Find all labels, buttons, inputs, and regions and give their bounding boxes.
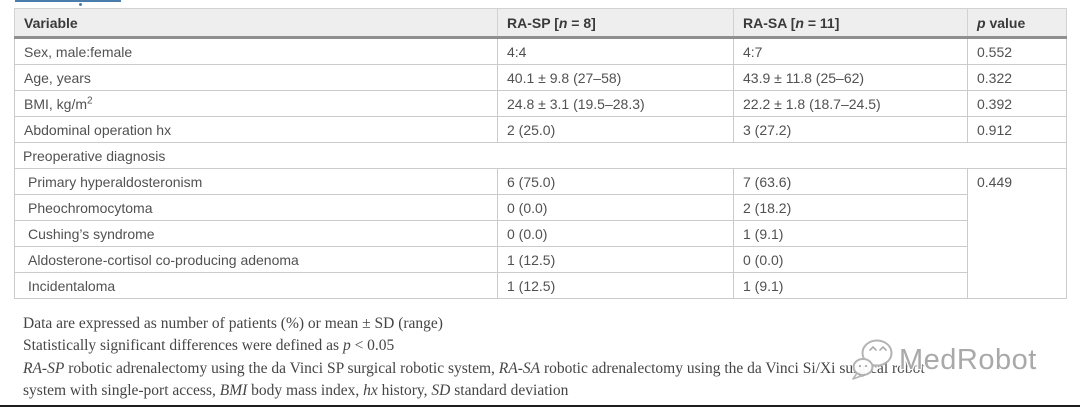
table-row: Aldosterone-cortisol co-producing adenom… — [14, 246, 1067, 273]
table-row: Incidentaloma 1 (12.5) 1 (9.1) — [14, 272, 1067, 299]
table-cell: 4:7 — [733, 37, 968, 65]
wechat-icon — [852, 339, 893, 380]
table-cell: 24.8 ± 3.1 (19.5–28.3) — [497, 90, 734, 117]
footnotes: Data are expressed as number of patients… — [23, 313, 1073, 402]
characteristics-table-wrap: Variable RA-SP [n = 8] RA-SA [n = 11] p val… — [14, 8, 1067, 299]
truncated-link[interactable] — [15, 0, 121, 2]
table-row: Pheochromocytoma 0 (0.0) 2 (18.2) — [14, 194, 1067, 221]
footnote-line: Statistically significant differences we… — [23, 337, 395, 355]
column-header: Variable — [14, 8, 498, 39]
table-cell: 43.9 ± 11.8 (25–62) — [733, 64, 968, 91]
footnote-line: Data are expressed as number of patients… — [23, 315, 443, 332]
table-cell: 1 (12.5) — [497, 272, 734, 299]
table-cell: 0.912 — [967, 116, 1067, 143]
table-row: BMI, kg/m2 24.8 ± 3.1 (19.5–28.3) 22.2 ± 1… — [14, 90, 1067, 117]
table-row: Cushing’s syndrome 0 (0.0) 1 (9.1) — [14, 220, 1067, 247]
table-row: Age, years 40.1 ± 9.8 (27–58) 43.9 ± 11.8 … — [14, 64, 1067, 91]
watermark-label: MedRobot — [899, 343, 1037, 376]
table-cell: 40.1 ± 9.8 (27–58) — [497, 64, 734, 91]
table-cell: 1 (12.5) — [497, 246, 734, 273]
table-row: Preoperative diagnosis — [14, 142, 1067, 169]
table-cell: BMI, kg/m2 — [14, 90, 498, 117]
column-header: RA-SP [n = 8] — [497, 8, 734, 39]
table-cell: 3 (27.2) — [733, 116, 968, 143]
table-cell: 0.322 — [967, 64, 1067, 91]
table-cell: 0 (0.0) — [497, 194, 734, 221]
table-cell: Pheochromocytoma — [14, 194, 498, 221]
table-cell: 1 (9.1) — [733, 272, 968, 299]
table-cell: Primary hyperaldosteronism — [14, 168, 498, 195]
table-cell: Abdominal operation hx — [14, 116, 498, 143]
column-header: RA-SA [n = 11] — [733, 8, 968, 39]
table-cell: 2 (18.2) — [733, 194, 968, 221]
truncated-link-descender — [79, 3, 82, 6]
table-cell: 4:4 — [497, 37, 734, 65]
characteristics-table: Variable RA-SP [n = 8] RA-SA [n = 11] p val… — [14, 8, 1067, 299]
table-header-row: Variable RA-SP [n = 8] RA-SA [n = 11] p val… — [14, 8, 1067, 39]
table-cell: Age, years — [14, 64, 498, 91]
section-row-label: Preoperative diagnosis — [14, 142, 1067, 169]
table-cell: Cushing’s syndrome — [14, 220, 498, 247]
table-cell: Incidentaloma — [14, 272, 498, 299]
footnote-line: system with single-port access, BMI body… — [23, 381, 569, 399]
footnote-line: RA-SP robotic adrenalectomy using the da… — [23, 359, 925, 377]
table-cell: 2 (25.0) — [497, 116, 734, 143]
p-value-cell: 0.449 — [967, 168, 1067, 299]
table-row: Abdominal operation hx 2 (25.0) 3 (27.2) 0.… — [14, 116, 1067, 143]
table-body: Sex, male:female 4:4 4:7 0.552 Age, years 40.… — [14, 37, 1067, 299]
table-row: Sex, male:female 4:4 4:7 0.552 — [14, 37, 1067, 65]
table-cell: Sex, male:female — [14, 37, 498, 65]
table-cell: 22.2 ± 1.8 (18.7–24.5) — [733, 90, 968, 117]
table-cell: 0.552 — [967, 37, 1067, 65]
table-cell: 1 (9.1) — [733, 220, 968, 247]
table-cell: Aldosterone-cortisol co-producing adenom… — [14, 246, 498, 273]
watermark: MedRobot — [850, 338, 1037, 382]
bottom-divider — [0, 405, 1080, 407]
column-header: p value — [967, 8, 1067, 39]
table-cell: 0 (0.0) — [733, 246, 968, 273]
table-cell: 6 (75.0) — [497, 168, 734, 195]
table-row: Primary hyperaldosteronism 6 (75.0) 7 (63.… — [14, 168, 1067, 299]
table-cell: 7 (63.6) — [733, 168, 968, 195]
table-cell: 0.392 — [967, 90, 1067, 117]
table-cell: 0 (0.0) — [497, 220, 734, 247]
